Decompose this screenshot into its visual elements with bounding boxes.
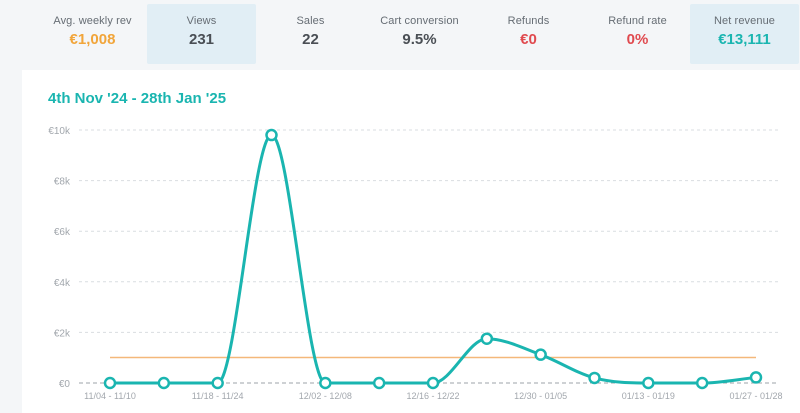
- y-tick-label: €6k: [54, 227, 71, 238]
- data-point: [319, 376, 332, 390]
- stat-label: Net revenue: [713, 15, 776, 27]
- stat-refund-rate[interactable]: Refund rate 0%: [583, 4, 692, 64]
- x-tick-label: 12/30 - 01/05: [514, 391, 567, 401]
- y-tick-label: €10k: [48, 126, 71, 137]
- stat-label: Sales: [296, 15, 325, 27]
- x-tick-label: 01/27 - 01/28: [729, 391, 782, 401]
- stat-value: €0: [520, 31, 537, 48]
- x-tick-label: 01/13 - 01/19: [622, 391, 675, 401]
- stat-value: €13,111: [718, 31, 771, 48]
- data-point: [265, 128, 278, 142]
- stat-label: Cart conversion: [380, 15, 459, 27]
- data-point: [157, 376, 171, 390]
- data-point: [480, 332, 494, 345]
- x-tick-label: 12/16 - 12/22: [406, 391, 459, 401]
- data-point: [211, 376, 224, 390]
- stat-avg-weekly-rev[interactable]: Avg. weekly rev €1,008: [38, 4, 147, 64]
- data-point: [103, 376, 117, 390]
- stat-value: 22: [302, 31, 319, 48]
- x-tick-label: 11/04 - 11/10: [84, 391, 136, 401]
- data-point: [588, 371, 601, 385]
- stat-label: Views: [186, 15, 217, 27]
- data-point: [372, 376, 386, 390]
- stat-cart-conversion[interactable]: Cart conversion 9.5%: [365, 4, 474, 64]
- data-point: [749, 371, 763, 384]
- y-tick-label: €4k: [54, 278, 71, 289]
- stat-refunds[interactable]: Refunds €0: [474, 4, 583, 64]
- y-tick-label: €0: [59, 379, 71, 390]
- data-point: [534, 348, 547, 361]
- series-line: [110, 133, 757, 385]
- stat-sales[interactable]: Sales 22: [256, 4, 365, 64]
- chart-card: [22, 70, 800, 413]
- data-point: [426, 376, 440, 390]
- date-range-label: 4th Nov '24 - 28th Jan '25: [48, 90, 227, 107]
- stat-value: 0%: [626, 31, 649, 48]
- stat-net-revenue[interactable]: Net revenue €13,111: [690, 4, 799, 64]
- x-tick-label: 12/02 - 12/08: [299, 391, 352, 401]
- stat-value: 9.5%: [402, 31, 437, 48]
- data-point: [695, 376, 709, 390]
- stat-value: €1,008: [69, 31, 116, 48]
- x-tick-label: 11/18 - 11/24: [192, 391, 244, 401]
- stat-label: Avg. weekly rev: [53, 15, 132, 27]
- stat-value: 231: [188, 31, 215, 48]
- y-tick-label: €2k: [54, 328, 71, 339]
- y-tick-label: €8k: [54, 177, 71, 188]
- stat-label: Refund rate: [608, 15, 667, 27]
- stat-views[interactable]: Views 231: [147, 4, 256, 64]
- data-point: [642, 376, 655, 390]
- stat-label: Refunds: [507, 15, 550, 27]
- stats-bar: Avg. weekly rev €1,008 Views 231 Sales 22 Cart…: [0, 0, 800, 64]
